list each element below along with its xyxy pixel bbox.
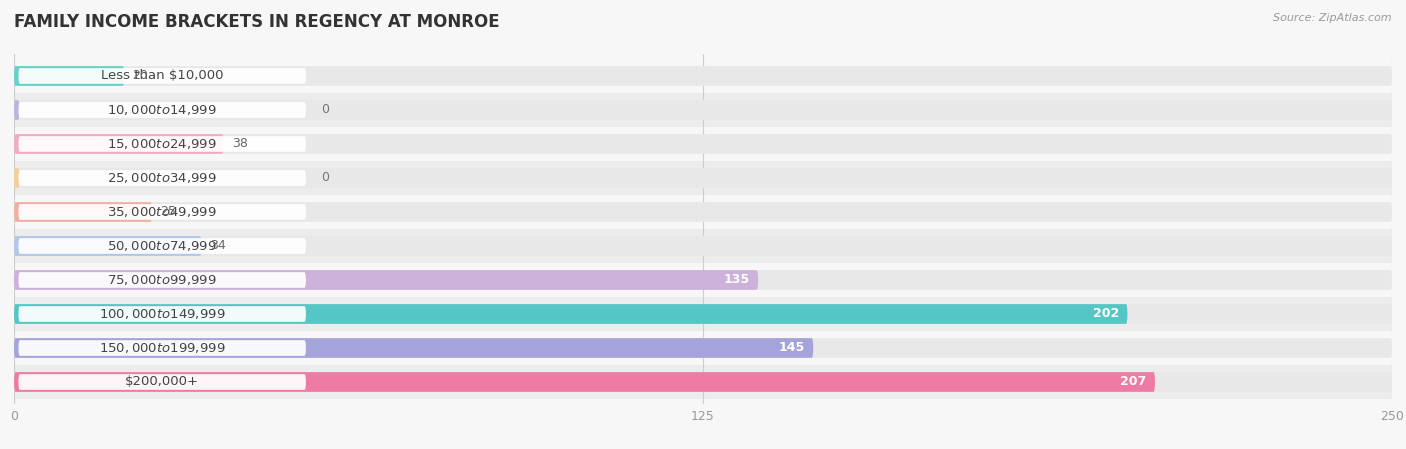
Text: 20: 20 (132, 70, 149, 83)
FancyBboxPatch shape (18, 170, 307, 186)
Bar (14, 365, 1392, 399)
FancyBboxPatch shape (14, 202, 152, 222)
FancyBboxPatch shape (14, 100, 1392, 120)
FancyBboxPatch shape (14, 270, 758, 290)
FancyBboxPatch shape (18, 136, 307, 152)
FancyBboxPatch shape (14, 236, 201, 256)
Text: 0: 0 (322, 103, 329, 116)
Text: $100,000 to $149,999: $100,000 to $149,999 (98, 307, 225, 321)
FancyBboxPatch shape (18, 238, 307, 254)
Bar (14, 59, 1392, 93)
FancyBboxPatch shape (18, 340, 307, 356)
FancyBboxPatch shape (14, 372, 1154, 392)
FancyBboxPatch shape (14, 134, 1392, 154)
Text: 207: 207 (1121, 375, 1147, 388)
FancyBboxPatch shape (14, 66, 124, 86)
Text: 0: 0 (322, 172, 329, 185)
Text: 202: 202 (1092, 308, 1119, 321)
Text: 38: 38 (232, 137, 247, 150)
FancyBboxPatch shape (14, 338, 813, 358)
Text: 25: 25 (160, 206, 176, 219)
FancyBboxPatch shape (18, 306, 307, 322)
FancyBboxPatch shape (18, 102, 307, 118)
Bar (14, 297, 1392, 331)
FancyBboxPatch shape (14, 304, 1128, 324)
FancyBboxPatch shape (14, 304, 1392, 324)
Text: $200,000+: $200,000+ (125, 375, 200, 388)
FancyBboxPatch shape (14, 372, 1392, 392)
Text: $25,000 to $34,999: $25,000 to $34,999 (107, 171, 217, 185)
Bar (14, 161, 1392, 195)
Bar (14, 195, 1392, 229)
Text: $50,000 to $74,999: $50,000 to $74,999 (107, 239, 217, 253)
FancyBboxPatch shape (18, 272, 307, 288)
Text: $35,000 to $49,999: $35,000 to $49,999 (107, 205, 217, 219)
FancyBboxPatch shape (18, 68, 307, 84)
FancyBboxPatch shape (14, 236, 1392, 256)
Bar (14, 127, 1392, 161)
FancyBboxPatch shape (14, 270, 1392, 290)
Bar (14, 93, 1392, 127)
FancyBboxPatch shape (14, 66, 1392, 86)
Text: FAMILY INCOME BRACKETS IN REGENCY AT MONROE: FAMILY INCOME BRACKETS IN REGENCY AT MON… (14, 13, 499, 31)
Text: 135: 135 (724, 273, 749, 286)
FancyBboxPatch shape (14, 168, 1392, 188)
FancyBboxPatch shape (14, 168, 20, 188)
Text: $15,000 to $24,999: $15,000 to $24,999 (107, 137, 217, 151)
FancyBboxPatch shape (14, 202, 1392, 222)
Text: 34: 34 (209, 239, 225, 252)
Text: $10,000 to $14,999: $10,000 to $14,999 (107, 103, 217, 117)
FancyBboxPatch shape (18, 374, 307, 390)
Bar (14, 263, 1392, 297)
Text: 145: 145 (779, 342, 806, 355)
FancyBboxPatch shape (14, 100, 20, 120)
FancyBboxPatch shape (14, 338, 1392, 358)
FancyBboxPatch shape (18, 204, 307, 220)
FancyBboxPatch shape (14, 134, 224, 154)
Bar (14, 331, 1392, 365)
Text: $75,000 to $99,999: $75,000 to $99,999 (107, 273, 217, 287)
Text: Less than $10,000: Less than $10,000 (101, 70, 224, 83)
Text: $150,000 to $199,999: $150,000 to $199,999 (98, 341, 225, 355)
Text: Source: ZipAtlas.com: Source: ZipAtlas.com (1274, 13, 1392, 23)
Bar (14, 229, 1392, 263)
